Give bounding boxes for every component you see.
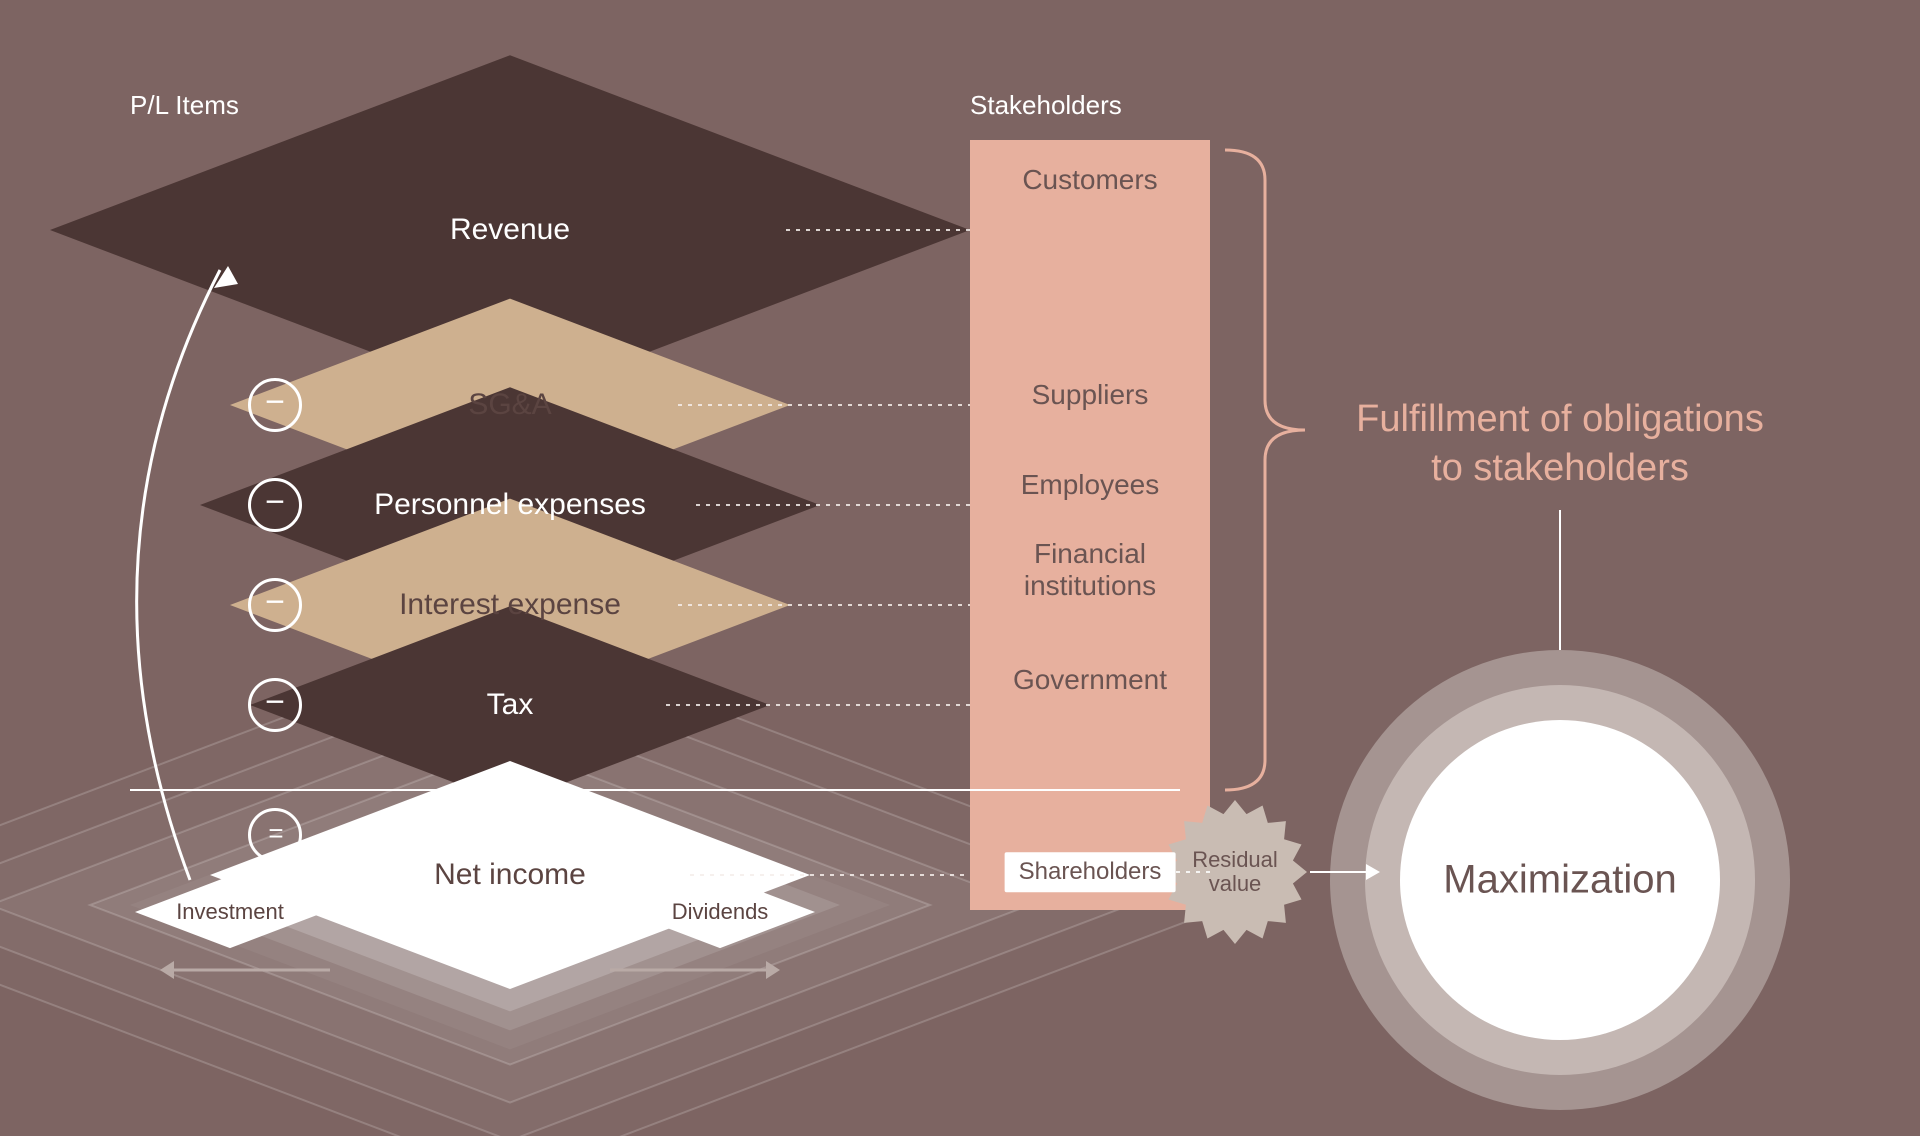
split-investment: Investment [176,899,284,925]
diagram-canvas [0,0,1920,1136]
minus-icon-2: − [248,478,302,532]
split-dividends: Dividends [672,899,769,925]
stakeholder-4: Government [980,664,1200,696]
stakeholder-2: Employees [980,469,1200,501]
fulfillment-text: Fulfillment of obligationsto stakeholder… [1280,395,1840,494]
stakeholder-0: Customers [980,164,1200,196]
minus-icon-1: − [248,378,302,432]
stakeholder-shareholders: Shareholders [1005,852,1176,892]
minus-icon-3: − [248,578,302,632]
maximization-label: Maximization [1443,858,1676,903]
header-stakeholders: Stakeholders [970,90,1122,121]
minus-icon-4: − [248,678,302,732]
equals-icon: = [248,808,302,862]
header-pl-items: P/L Items [130,90,239,121]
stakeholder-1: Suppliers [980,379,1200,411]
stakeholder-3: Financialinstitutions [980,538,1200,602]
residual-label: Residualvalue [1170,848,1300,896]
